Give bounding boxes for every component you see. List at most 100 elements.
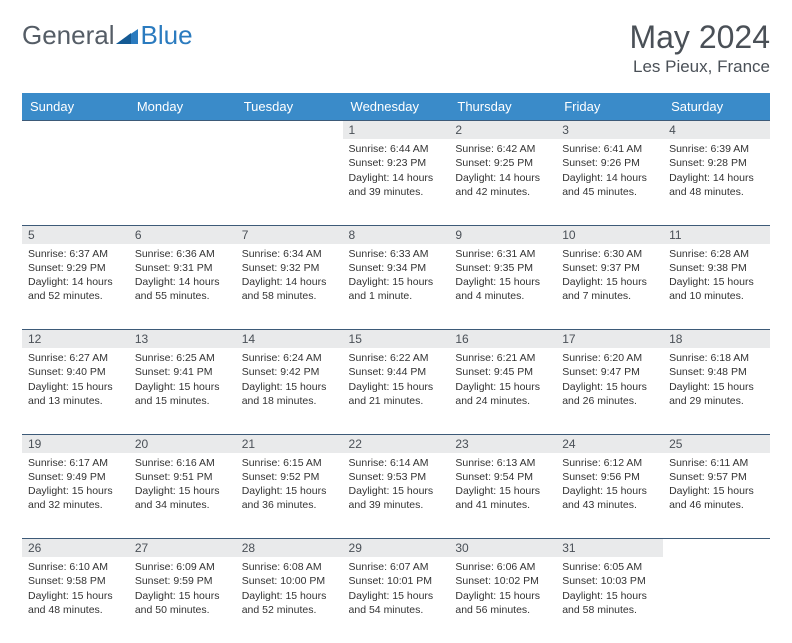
sunrise-line: Sunrise: 6:31 AM: [455, 247, 550, 261]
day-number-cell: 27: [129, 539, 236, 558]
day-content-cell: Sunrise: 6:07 AMSunset: 10:01 PMDaylight…: [343, 557, 450, 643]
logo-triangle-icon: [116, 20, 138, 51]
day-number-cell: 10: [556, 225, 663, 244]
day-content-row: Sunrise: 6:27 AMSunset: 9:40 PMDaylight:…: [22, 348, 770, 434]
daylight-line: Daylight: 14 hours and 45 minutes.: [562, 171, 657, 199]
day-number-cell: 29: [343, 539, 450, 558]
day-number-cell: 28: [236, 539, 343, 558]
sunset-line: Sunset: 9:32 PM: [242, 261, 337, 275]
sunrise-line: Sunrise: 6:33 AM: [349, 247, 444, 261]
day-content-cell: Sunrise: 6:05 AMSunset: 10:03 PMDaylight…: [556, 557, 663, 643]
sunrise-line: Sunrise: 6:18 AM: [669, 351, 764, 365]
day-number-cell: [236, 121, 343, 140]
sunrise-line: Sunrise: 6:10 AM: [28, 560, 123, 574]
day-number-cell: [129, 121, 236, 140]
sunset-line: Sunset: 9:56 PM: [562, 470, 657, 484]
location-label: Les Pieux, France: [629, 57, 770, 77]
brand-word-1: General: [22, 20, 115, 51]
day-number-cell: 20: [129, 434, 236, 453]
sunrise-line: Sunrise: 6:42 AM: [455, 142, 550, 156]
daylight-line: Daylight: 14 hours and 55 minutes.: [135, 275, 230, 303]
day-content-cell: Sunrise: 6:24 AMSunset: 9:42 PMDaylight:…: [236, 348, 343, 434]
weekday-header: Monday: [129, 93, 236, 121]
sunrise-line: Sunrise: 6:17 AM: [28, 456, 123, 470]
day-content-cell: Sunrise: 6:11 AMSunset: 9:57 PMDaylight:…: [663, 453, 770, 539]
daylight-line: Daylight: 15 hours and 43 minutes.: [562, 484, 657, 512]
day-number-row: 12131415161718: [22, 330, 770, 349]
sunset-line: Sunset: 9:35 PM: [455, 261, 550, 275]
sunrise-line: Sunrise: 6:11 AM: [669, 456, 764, 470]
sunset-line: Sunset: 9:47 PM: [562, 365, 657, 379]
day-content-cell: Sunrise: 6:20 AMSunset: 9:47 PMDaylight:…: [556, 348, 663, 434]
sunset-line: Sunset: 10:02 PM: [455, 574, 550, 588]
day-number-cell: 13: [129, 330, 236, 349]
day-number-cell: 9: [449, 225, 556, 244]
day-content-cell: Sunrise: 6:33 AMSunset: 9:34 PMDaylight:…: [343, 244, 450, 330]
brand-word-2: Blue: [141, 20, 193, 51]
day-number-cell: 31: [556, 539, 663, 558]
daylight-line: Daylight: 15 hours and 7 minutes.: [562, 275, 657, 303]
daylight-line: Daylight: 15 hours and 34 minutes.: [135, 484, 230, 512]
day-content-cell: Sunrise: 6:06 AMSunset: 10:02 PMDaylight…: [449, 557, 556, 643]
daylight-line: Daylight: 15 hours and 39 minutes.: [349, 484, 444, 512]
daylight-line: Daylight: 15 hours and 58 minutes.: [562, 589, 657, 617]
day-content-cell: Sunrise: 6:12 AMSunset: 9:56 PMDaylight:…: [556, 453, 663, 539]
weekday-header: Wednesday: [343, 93, 450, 121]
day-number-cell: 21: [236, 434, 343, 453]
day-number-cell: 24: [556, 434, 663, 453]
daylight-line: Daylight: 15 hours and 46 minutes.: [669, 484, 764, 512]
sunrise-line: Sunrise: 6:36 AM: [135, 247, 230, 261]
sunset-line: Sunset: 9:42 PM: [242, 365, 337, 379]
sunset-line: Sunset: 9:25 PM: [455, 156, 550, 170]
sunrise-line: Sunrise: 6:16 AM: [135, 456, 230, 470]
sunrise-line: Sunrise: 6:39 AM: [669, 142, 764, 156]
day-number-cell: 6: [129, 225, 236, 244]
day-content-cell: Sunrise: 6:34 AMSunset: 9:32 PMDaylight:…: [236, 244, 343, 330]
sunset-line: Sunset: 9:26 PM: [562, 156, 657, 170]
day-content-cell: Sunrise: 6:22 AMSunset: 9:44 PMDaylight:…: [343, 348, 450, 434]
page-header: General Blue May 2024 Les Pieux, France: [22, 20, 770, 77]
sunset-line: Sunset: 9:52 PM: [242, 470, 337, 484]
daylight-line: Daylight: 15 hours and 32 minutes.: [28, 484, 123, 512]
sunset-line: Sunset: 9:54 PM: [455, 470, 550, 484]
sunset-line: Sunset: 9:44 PM: [349, 365, 444, 379]
day-number-cell: 17: [556, 330, 663, 349]
day-number-cell: 12: [22, 330, 129, 349]
daylight-line: Daylight: 14 hours and 58 minutes.: [242, 275, 337, 303]
day-number-cell: 8: [343, 225, 450, 244]
day-content-cell: Sunrise: 6:44 AMSunset: 9:23 PMDaylight:…: [343, 139, 450, 225]
day-content-cell: [663, 557, 770, 643]
day-number-cell: 7: [236, 225, 343, 244]
sunrise-line: Sunrise: 6:13 AM: [455, 456, 550, 470]
day-content-cell: Sunrise: 6:21 AMSunset: 9:45 PMDaylight:…: [449, 348, 556, 434]
sunset-line: Sunset: 10:00 PM: [242, 574, 337, 588]
sunset-line: Sunset: 9:49 PM: [28, 470, 123, 484]
sunrise-line: Sunrise: 6:06 AM: [455, 560, 550, 574]
sunset-line: Sunset: 10:01 PM: [349, 574, 444, 588]
day-number-cell: 4: [663, 121, 770, 140]
sunrise-line: Sunrise: 6:14 AM: [349, 456, 444, 470]
daylight-line: Daylight: 15 hours and 21 minutes.: [349, 380, 444, 408]
sunrise-line: Sunrise: 6:07 AM: [349, 560, 444, 574]
day-number-cell: 16: [449, 330, 556, 349]
daylight-line: Daylight: 15 hours and 56 minutes.: [455, 589, 550, 617]
weekday-header: Sunday: [22, 93, 129, 121]
day-content-cell: Sunrise: 6:36 AMSunset: 9:31 PMDaylight:…: [129, 244, 236, 330]
sunrise-line: Sunrise: 6:28 AM: [669, 247, 764, 261]
day-content-cell: Sunrise: 6:18 AMSunset: 9:48 PMDaylight:…: [663, 348, 770, 434]
day-content-cell: Sunrise: 6:16 AMSunset: 9:51 PMDaylight:…: [129, 453, 236, 539]
weekday-header: Friday: [556, 93, 663, 121]
daylight-line: Daylight: 15 hours and 10 minutes.: [669, 275, 764, 303]
day-number-cell: 26: [22, 539, 129, 558]
day-number-row: 262728293031: [22, 539, 770, 558]
day-content-cell: Sunrise: 6:39 AMSunset: 9:28 PMDaylight:…: [663, 139, 770, 225]
sunrise-line: Sunrise: 6:05 AM: [562, 560, 657, 574]
daylight-line: Daylight: 14 hours and 48 minutes.: [669, 171, 764, 199]
sunrise-line: Sunrise: 6:22 AM: [349, 351, 444, 365]
day-number-cell: 23: [449, 434, 556, 453]
sunrise-line: Sunrise: 6:25 AM: [135, 351, 230, 365]
day-number-cell: 14: [236, 330, 343, 349]
sunrise-line: Sunrise: 6:30 AM: [562, 247, 657, 261]
sunset-line: Sunset: 9:34 PM: [349, 261, 444, 275]
sunset-line: Sunset: 9:58 PM: [28, 574, 123, 588]
